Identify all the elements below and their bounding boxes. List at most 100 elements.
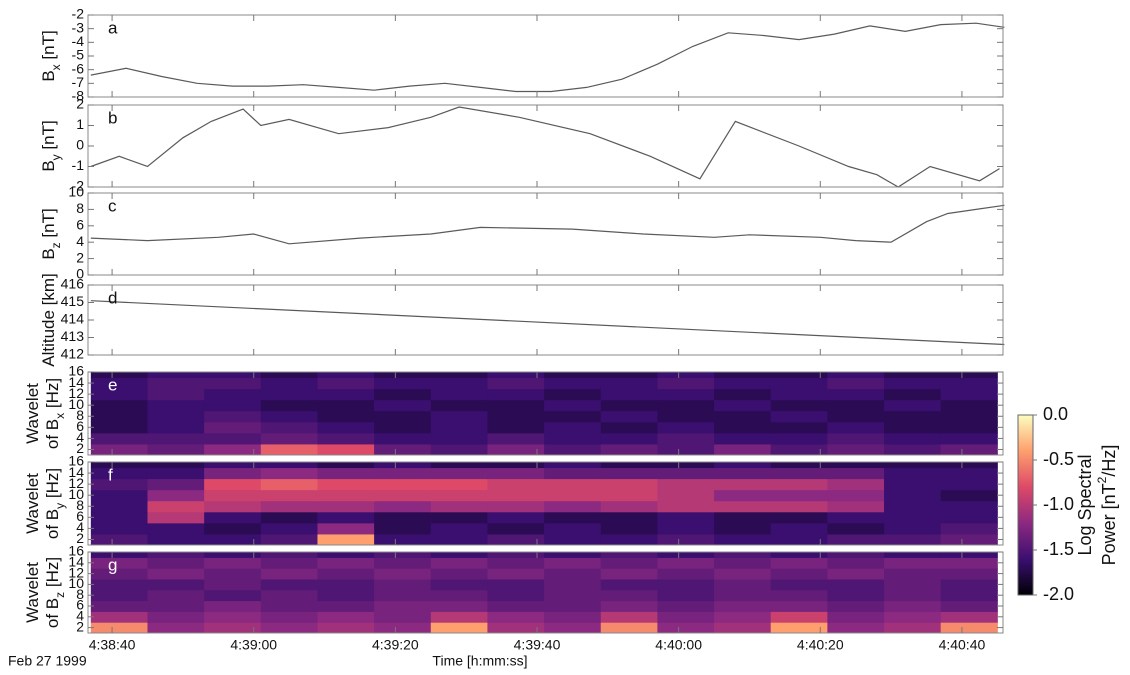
- heat-cell: [600, 377, 658, 390]
- heat-cell: [884, 600, 942, 612]
- y-tick-label: 12: [68, 385, 84, 401]
- heat-cell: [657, 399, 715, 412]
- heat-cell: [487, 421, 545, 434]
- heat-cell: [317, 511, 375, 524]
- heat-cell: [940, 410, 998, 423]
- heat-cell: [657, 557, 715, 569]
- heat-cell: [770, 622, 828, 634]
- y-tick-label: 2: [76, 440, 84, 456]
- heat-cell: [940, 478, 998, 491]
- heat-cell: [600, 579, 658, 591]
- heat-cell: [487, 443, 545, 456]
- heat-cell: [544, 462, 602, 469]
- heat-cell: [827, 579, 885, 591]
- heat-cell: [260, 410, 318, 423]
- y-axis-label-part: B: [39, 70, 58, 81]
- heat-cell: [827, 372, 885, 379]
- heat-cell: [430, 511, 488, 524]
- heat-cell: [770, 388, 828, 401]
- heat-cell: [260, 622, 318, 634]
- colorbar: [1017, 414, 1034, 596]
- heat-cell: [260, 611, 318, 623]
- heat-cell: [430, 467, 488, 480]
- heat-cell: [544, 500, 602, 513]
- heat-cell: [260, 478, 318, 491]
- heat-cell: [260, 522, 318, 535]
- heat-cell: [600, 511, 658, 524]
- heat-cell: [600, 489, 658, 502]
- heat-cell: [317, 557, 375, 569]
- y-tick-label: 10: [68, 184, 84, 200]
- heat-cell: [487, 611, 545, 623]
- heat-cell: [770, 522, 828, 535]
- heat-cell: [374, 579, 432, 591]
- heat-cell: [147, 410, 205, 423]
- heat-cell: [940, 372, 998, 379]
- heat-cell: [374, 489, 432, 502]
- heat-cell: [770, 467, 828, 480]
- heat-cell: [714, 467, 772, 480]
- heat-cell: [940, 432, 998, 445]
- heat-cell: [487, 372, 545, 379]
- heat-cell: [884, 372, 942, 379]
- heat-cell: [204, 478, 262, 491]
- heat-cell: [714, 372, 772, 379]
- y-tick-label: -6: [72, 60, 85, 76]
- y-tick-label: 1: [76, 116, 84, 132]
- heat-cell: [657, 622, 715, 634]
- y-tick-label: 10: [68, 575, 84, 591]
- heat-cell: [90, 462, 148, 469]
- heat-cell: [374, 478, 432, 491]
- panel-frame: [87, 192, 1004, 276]
- y-tick-label: 10: [68, 486, 84, 502]
- heat-cell: [317, 589, 375, 602]
- y-axis-label-part: [nT]: [39, 208, 58, 242]
- heat-cell: [487, 399, 545, 412]
- heat-cell: [374, 611, 432, 623]
- heat-cell: [940, 489, 998, 502]
- heat-cell: [374, 467, 432, 480]
- heat-cell: [90, 388, 148, 401]
- heat-cell: [714, 478, 772, 491]
- heat-cell: [204, 432, 262, 445]
- heat-cell: [544, 589, 602, 602]
- heat-cell: [940, 589, 998, 602]
- heat-cell: [260, 388, 318, 401]
- heat-cell: [430, 522, 488, 535]
- heat-cell: [884, 589, 942, 602]
- y-axis-label-part: Altitude [km]: [39, 273, 58, 367]
- heat-cell: [600, 478, 658, 491]
- heat-cell: [374, 399, 432, 412]
- heat-cell: [770, 399, 828, 412]
- x-tick-label: 4:40:40: [939, 637, 986, 653]
- heat-cell: [430, 500, 488, 513]
- heat-cell: [544, 410, 602, 423]
- heat-cell: [657, 421, 715, 434]
- y-axis-label-part: B: [39, 160, 58, 171]
- y-tick-label: 10: [68, 396, 84, 412]
- y-axis-label-part: z: [53, 592, 67, 598]
- y-axis-label-part: Wavelet: [23, 562, 42, 623]
- heat-cell: [317, 533, 375, 546]
- heat-cell: [90, 489, 148, 502]
- heat-cell: [884, 522, 942, 535]
- y-axis-label: Bz [nT]: [39, 208, 63, 259]
- heat-cell: [657, 410, 715, 423]
- heat-cell: [884, 568, 942, 580]
- heat-cell: [260, 500, 318, 513]
- heat-cell: [884, 557, 942, 569]
- heat-cell: [657, 511, 715, 524]
- heat-cell: [147, 533, 205, 546]
- heat-cell: [657, 388, 715, 401]
- heat-cell: [714, 533, 772, 546]
- y-tick-label: -2: [72, 6, 85, 22]
- heat-cell: [430, 443, 488, 456]
- heat-cell: [884, 443, 942, 456]
- heat-cell: [544, 489, 602, 502]
- heat-cell: [204, 462, 262, 469]
- heat-cell: [827, 489, 885, 502]
- heat-cell: [600, 568, 658, 580]
- heat-cell: [204, 377, 262, 390]
- heat-cell: [827, 589, 885, 602]
- x-tick-label: 4:39:40: [514, 637, 561, 653]
